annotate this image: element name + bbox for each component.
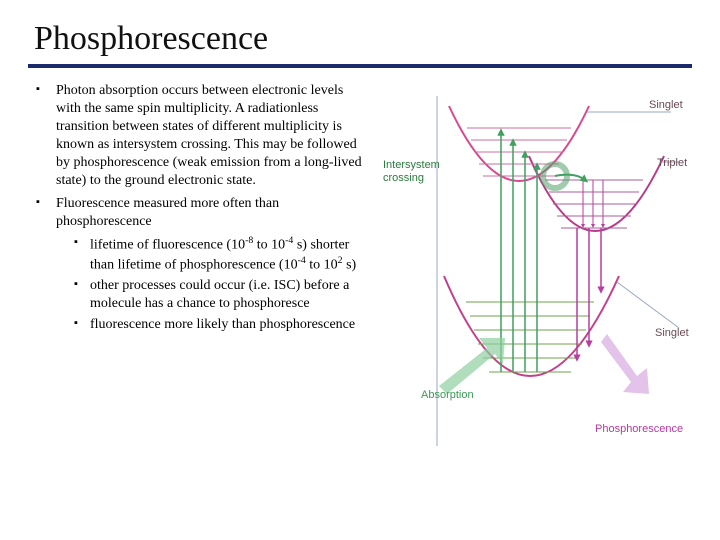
bullet-2-sublist: lifetime of fluorescence (10-8 to 10-4 s…: [74, 235, 367, 334]
label-phosphorescence: Phosphorescence: [595, 423, 683, 435]
bullet-1: Photon absorption occurs between electro…: [36, 82, 367, 189]
text-column: Photon absorption occurs between electro…: [28, 82, 373, 340]
figure-column: Singlet Triplet Singlet Intersystem cros…: [373, 82, 692, 340]
bullet-2: Fluorescence measured more often than ph…: [36, 195, 367, 334]
text-frag: to 10: [306, 257, 338, 272]
label-isc-line2: crossing: [383, 172, 424, 184]
bullet-2-sub-2: other processes could occur (i.e. ISC) b…: [74, 277, 367, 313]
text-frag: s): [343, 257, 357, 272]
label-absorption: Absorption: [421, 389, 474, 401]
title-rule: [28, 64, 692, 68]
bullet-2-lead: Fluorescence measured more often than ph…: [56, 196, 279, 229]
label-singlet-upper: Singlet: [649, 99, 683, 111]
label-singlet-lower: Singlet: [655, 327, 689, 339]
phosphorescence-diagram: Singlet Triplet Singlet Intersystem cros…: [379, 76, 699, 466]
text-frag: lifetime of fluorescence (10: [90, 238, 245, 253]
content-row: Photon absorption occurs between electro…: [28, 82, 692, 340]
label-isc-line1: Intersystem: [383, 159, 440, 171]
label-triplet: Triplet: [657, 157, 687, 169]
exponent: -4: [298, 255, 306, 266]
bullet-2-sub-3: fluorescence more likely than phosphores…: [74, 316, 367, 334]
slide-title: Phosphorescence: [34, 20, 692, 58]
bullet-2-sub-1: lifetime of fluorescence (10-8 to 10-4 s…: [74, 235, 367, 274]
bullet-list: Photon absorption occurs between electro…: [36, 82, 367, 334]
text-frag: to 10: [253, 238, 285, 253]
